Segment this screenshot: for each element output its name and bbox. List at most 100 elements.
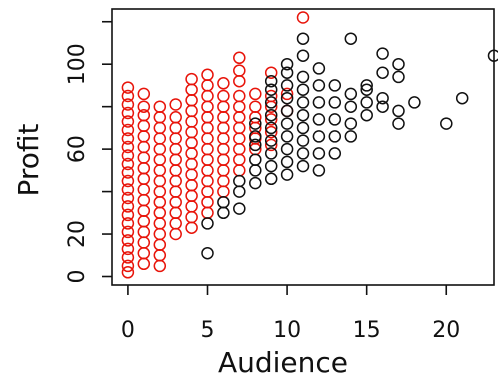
data-point bbox=[296, 134, 310, 147]
data-point bbox=[153, 185, 167, 198]
y-tick-label: 0 bbox=[65, 270, 90, 284]
y-tick-label: 20 bbox=[65, 220, 90, 248]
data-point bbox=[185, 94, 198, 107]
data-point bbox=[153, 206, 167, 220]
data-point bbox=[185, 221, 198, 234]
data-point bbox=[169, 217, 182, 230]
y-tick-label: 60 bbox=[65, 135, 90, 163]
data-point bbox=[296, 121, 310, 135]
data-point bbox=[121, 200, 135, 213]
data-point bbox=[169, 111, 182, 124]
data-point bbox=[376, 66, 389, 79]
data-point bbox=[201, 153, 214, 166]
data-point bbox=[121, 81, 135, 94]
data-point bbox=[328, 79, 342, 92]
data-point bbox=[312, 130, 326, 143]
data-point bbox=[344, 100, 358, 113]
data-point bbox=[137, 246, 151, 260]
data-point bbox=[137, 100, 151, 113]
data-point bbox=[296, 49, 310, 62]
data-point bbox=[217, 153, 230, 166]
data-point bbox=[392, 104, 405, 118]
data-point bbox=[121, 140, 135, 154]
data-point bbox=[280, 104, 294, 118]
data-point bbox=[185, 72, 198, 86]
data-point bbox=[376, 100, 389, 113]
data-point bbox=[201, 121, 214, 135]
data-point bbox=[201, 206, 214, 220]
x-tick-label: 5 bbox=[201, 318, 215, 343]
data-point bbox=[153, 174, 167, 188]
data-point bbox=[137, 87, 151, 101]
data-point bbox=[264, 172, 278, 186]
data-point bbox=[264, 89, 278, 103]
data-point bbox=[264, 134, 278, 147]
data-point bbox=[280, 130, 294, 143]
data-point bbox=[233, 153, 246, 166]
data-point bbox=[169, 195, 182, 209]
data-point bbox=[185, 200, 198, 213]
data-point bbox=[392, 70, 405, 84]
data-point bbox=[121, 149, 135, 162]
data-point bbox=[487, 49, 498, 62]
data-point bbox=[169, 164, 182, 177]
y-tick-label: 100 bbox=[65, 43, 90, 85]
data-point bbox=[249, 111, 262, 124]
data-point bbox=[201, 89, 214, 103]
data-point bbox=[280, 142, 294, 156]
data-point bbox=[249, 117, 262, 130]
data-point bbox=[169, 174, 182, 188]
data-point bbox=[312, 147, 326, 160]
data-point bbox=[201, 246, 214, 260]
data-point bbox=[121, 166, 135, 179]
data-point bbox=[296, 70, 310, 84]
data-point bbox=[137, 193, 151, 207]
data-point bbox=[121, 259, 135, 273]
data-point bbox=[264, 74, 278, 88]
data-point bbox=[312, 79, 326, 92]
series-2 bbox=[201, 32, 498, 260]
data-point bbox=[201, 68, 214, 82]
data-point bbox=[280, 79, 294, 92]
data-point bbox=[392, 117, 405, 130]
data-point bbox=[328, 147, 342, 160]
data-point bbox=[121, 115, 135, 128]
data-point bbox=[153, 259, 167, 273]
data-point bbox=[312, 113, 326, 126]
data-point bbox=[217, 174, 230, 188]
x-axis: 0 5 10 15 20 bbox=[121, 285, 460, 343]
data-point bbox=[153, 153, 167, 166]
data-point bbox=[169, 142, 182, 156]
x-axis-title: Audience bbox=[218, 346, 348, 379]
data-point bbox=[201, 100, 214, 113]
data-point bbox=[233, 174, 246, 188]
data-point bbox=[137, 108, 151, 122]
data-point bbox=[137, 257, 151, 271]
data-point bbox=[233, 89, 246, 103]
data-point bbox=[360, 96, 373, 109]
x-tick-label: 10 bbox=[273, 318, 301, 343]
data-point bbox=[280, 155, 294, 169]
data-point bbox=[280, 66, 294, 79]
data-point bbox=[153, 111, 167, 124]
data-point bbox=[296, 83, 310, 96]
data-point bbox=[217, 121, 230, 135]
data-point bbox=[233, 132, 246, 145]
data-point bbox=[121, 251, 135, 264]
data-point bbox=[201, 174, 214, 188]
data-point bbox=[296, 11, 310, 24]
data-point bbox=[185, 210, 198, 224]
data-point bbox=[264, 121, 278, 135]
data-point bbox=[153, 227, 167, 241]
data-point bbox=[296, 108, 310, 122]
data-point bbox=[312, 62, 326, 75]
data-point bbox=[201, 217, 214, 230]
data-point bbox=[264, 66, 278, 79]
data-point bbox=[280, 87, 294, 101]
data-point bbox=[455, 91, 469, 105]
data-point bbox=[121, 266, 135, 279]
plot-frame bbox=[111, 8, 495, 286]
data-point bbox=[137, 172, 151, 186]
data-point bbox=[440, 117, 453, 130]
